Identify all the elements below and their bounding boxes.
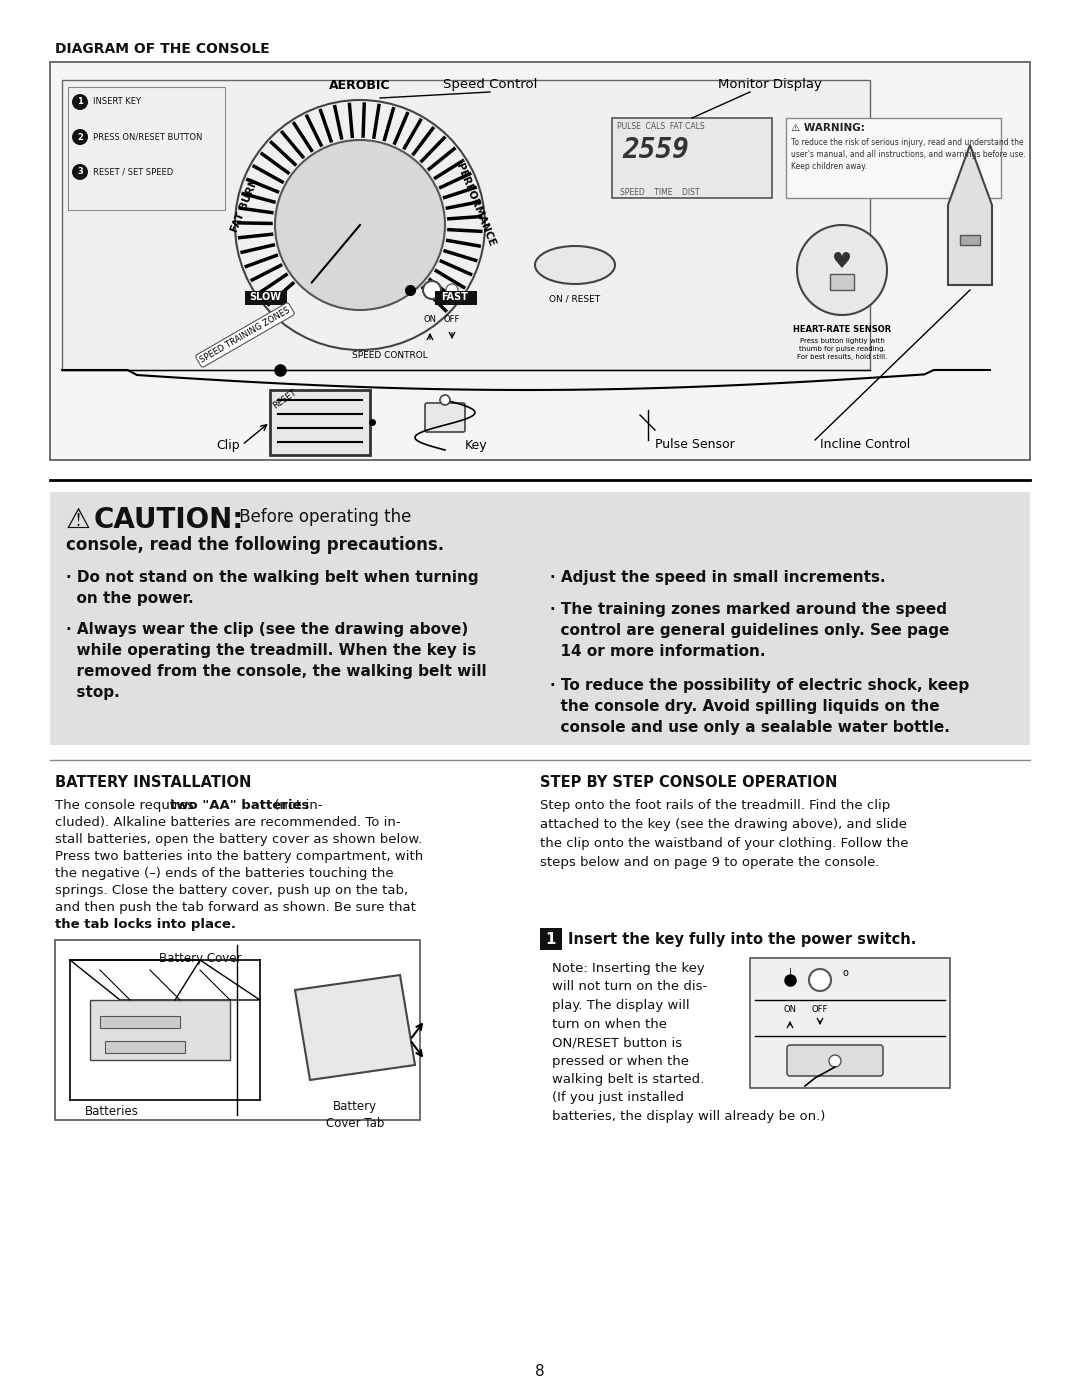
Bar	[831, 274, 854, 291]
Text: Monitor Display: Monitor Display	[718, 78, 822, 91]
Text: ♥: ♥	[832, 251, 852, 272]
Text: Clip: Clip	[216, 439, 240, 451]
Text: FAT BURN: FAT BURN	[230, 176, 260, 233]
Text: Before operating the: Before operating the	[234, 509, 411, 527]
Text: 3: 3	[77, 168, 83, 176]
Text: |: |	[788, 968, 792, 978]
Text: Press button lightly with
thumb for pulse reading.
For best results, hold still.: Press button lightly with thumb for puls…	[797, 338, 887, 360]
Text: · Do not stand on the walking belt when turning
  on the power.: · Do not stand on the walking belt when …	[66, 570, 478, 606]
Text: ON: ON	[423, 316, 436, 324]
Text: o: o	[842, 968, 848, 978]
Text: BATTERY INSTALLATION: BATTERY INSTALLATION	[55, 775, 252, 789]
FancyBboxPatch shape	[787, 1045, 883, 1076]
Text: To reduce the risk of serious injury, read and understand the
user's manual, and: To reduce the risk of serious injury, re…	[791, 138, 1026, 170]
Circle shape	[440, 395, 450, 405]
Text: 1: 1	[545, 932, 556, 947]
Circle shape	[72, 94, 87, 110]
Text: PULSE  CALS  FAT CALS: PULSE CALS FAT CALS	[617, 122, 704, 131]
Circle shape	[72, 129, 87, 145]
Text: Step onto the foot rails of the treadmill. Find the clip
attached to the key (se: Step onto the foot rails of the treadmil…	[540, 799, 908, 869]
Text: cluded). Alkaline batteries are recommended. To in-: cluded). Alkaline batteries are recommen…	[55, 816, 401, 828]
Text: Key: Key	[464, 439, 487, 451]
Ellipse shape	[535, 246, 615, 284]
Polygon shape	[295, 975, 415, 1080]
Circle shape	[809, 970, 831, 990]
Bar	[750, 958, 950, 1088]
Text: STEP BY STEP CONSOLE OPERATION: STEP BY STEP CONSOLE OPERATION	[540, 775, 837, 789]
Text: SPEED    TIME    DIST: SPEED TIME DIST	[620, 189, 700, 197]
Text: springs. Close the battery cover, push up on the tab,: springs. Close the battery cover, push u…	[55, 884, 408, 897]
Text: FAST: FAST	[442, 292, 469, 302]
Text: Incline Control: Incline Control	[820, 439, 910, 451]
Text: The console requires: The console requires	[55, 799, 199, 812]
Text: · Always wear the clip (see the drawing above)
  while operating the treadmill. : · Always wear the clip (see the drawing …	[66, 622, 487, 700]
Bar	[270, 390, 370, 455]
Text: Speed Control: Speed Control	[443, 78, 537, 91]
Text: the tab locks into place.: the tab locks into place.	[55, 918, 237, 930]
Text: Battery Cover: Battery Cover	[159, 951, 241, 965]
Circle shape	[797, 225, 887, 314]
Text: · The training zones marked around the speed
  control are general guidelines on: · The training zones marked around the s…	[550, 602, 949, 659]
Text: CAUTION:: CAUTION:	[94, 506, 244, 534]
Circle shape	[235, 101, 485, 351]
Text: OFF: OFF	[444, 316, 460, 324]
Text: (not in-: (not in-	[270, 799, 322, 812]
Text: 8: 8	[536, 1363, 544, 1379]
Text: PERFORMANCE: PERFORMANCE	[454, 162, 496, 247]
Text: and then push the tab forward as shown. Be sure that: and then push the tab forward as shown. …	[55, 901, 416, 914]
Text: OFF: OFF	[812, 1004, 828, 1014]
Text: SPEED TRAINING ZONES: SPEED TRAINING ZONES	[199, 306, 292, 365]
Circle shape	[72, 163, 87, 180]
Text: INSERT KEY: INSERT KEY	[93, 98, 141, 106]
Bar	[435, 291, 477, 305]
Text: DIAGRAM OF THE CONSOLE: DIAGRAM OF THE CONSOLE	[55, 42, 270, 56]
Text: Battery
Cover Tab: Battery Cover Tab	[326, 1099, 384, 1130]
Text: console, read the following precautions.: console, read the following precautions.	[66, 536, 444, 555]
Text: ON / RESET: ON / RESET	[550, 295, 600, 305]
Bar	[786, 117, 1001, 198]
Text: RESET / SET SPEED: RESET / SET SPEED	[93, 168, 173, 176]
Text: Insert the key fully into the power switch.: Insert the key fully into the power swit…	[568, 932, 916, 947]
Bar	[105, 1041, 185, 1053]
Bar	[540, 928, 562, 950]
Bar	[245, 291, 287, 305]
Text: ON: ON	[783, 1004, 797, 1014]
Bar	[90, 1000, 230, 1060]
Text: ⚠ WARNING:: ⚠ WARNING:	[791, 123, 865, 133]
Text: Pulse Sensor: Pulse Sensor	[654, 439, 734, 451]
Text: SLOW: SLOW	[249, 292, 281, 302]
FancyBboxPatch shape	[426, 402, 465, 432]
Text: ⚠: ⚠	[66, 506, 91, 534]
Bar	[960, 235, 980, 244]
Text: stall batteries, open the battery cover as shown below.: stall batteries, open the battery cover …	[55, 833, 422, 847]
Text: HEART-RATE SENSOR: HEART-RATE SENSOR	[793, 326, 891, 334]
Text: Press two batteries into the battery compartment, with: Press two batteries into the battery com…	[55, 849, 423, 863]
Text: AEROBIC: AEROBIC	[329, 80, 391, 92]
Circle shape	[829, 1055, 841, 1067]
Text: RESET: RESET	[271, 388, 298, 411]
Circle shape	[275, 140, 445, 310]
Bar	[50, 61, 1030, 460]
Bar	[612, 117, 772, 198]
Bar	[62, 80, 870, 370]
Text: Note: Inserting the key
will not turn on the dis-
play. The display will
turn on: Note: Inserting the key will not turn on…	[552, 963, 825, 1123]
Text: · To reduce the possibility of electric shock, keep
  the console dry. Avoid spi: · To reduce the possibility of electric …	[550, 678, 969, 735]
Text: · Adjust the speed in small increments.: · Adjust the speed in small increments.	[550, 570, 886, 585]
Bar	[50, 492, 1030, 745]
Bar	[55, 940, 420, 1120]
Text: 2559: 2559	[622, 136, 689, 163]
Bar	[100, 1016, 180, 1028]
Text: two "AA" batteries: two "AA" batteries	[171, 799, 310, 812]
Text: the negative (–) ends of the batteries touching the: the negative (–) ends of the batteries t…	[55, 868, 393, 880]
Text: SPEED CONTROL: SPEED CONTROL	[352, 351, 428, 359]
Text: 1: 1	[77, 98, 83, 106]
Circle shape	[446, 284, 458, 296]
Text: PRESS ON/RESET BUTTON: PRESS ON/RESET BUTTON	[93, 133, 202, 141]
Text: Batteries: Batteries	[85, 1105, 139, 1118]
Circle shape	[423, 281, 441, 299]
Text: 2: 2	[77, 133, 83, 141]
Polygon shape	[948, 145, 993, 285]
Bar	[68, 87, 225, 210]
